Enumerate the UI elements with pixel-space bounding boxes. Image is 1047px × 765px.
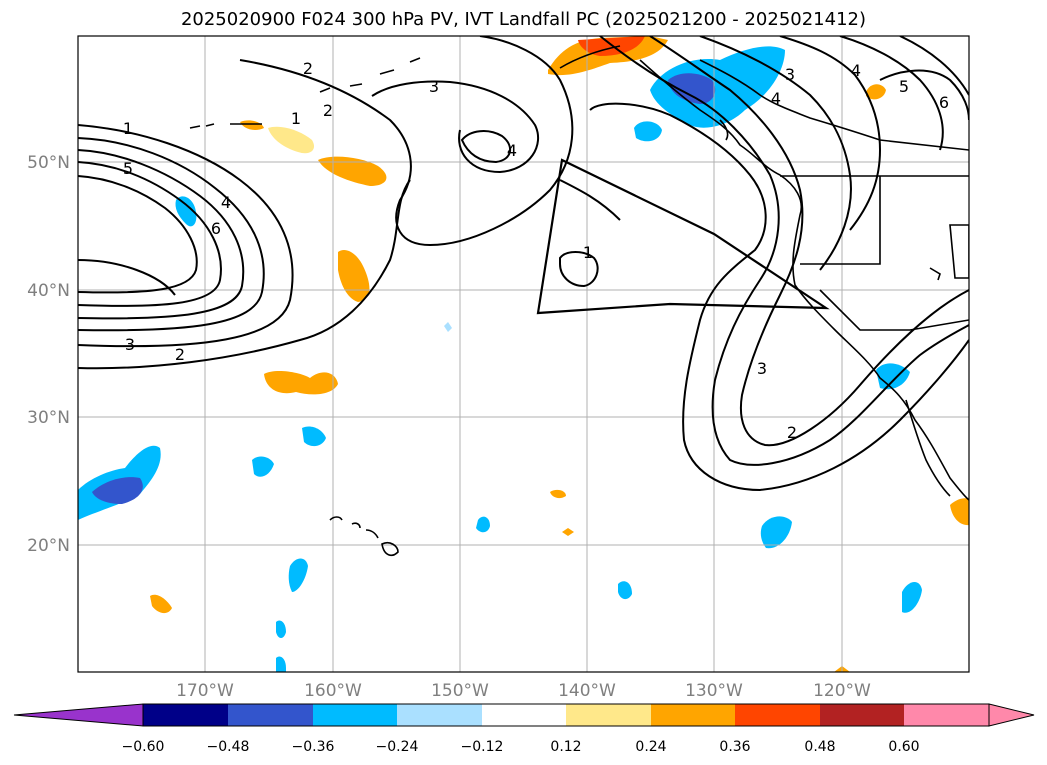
colorbar-tick-label: −0.48 xyxy=(207,739,250,755)
contour-label: 4 xyxy=(851,61,861,80)
map-title: 2025020900 F024 300 hPa PV, IVT Landfall… xyxy=(180,9,867,30)
colorbar-bin xyxy=(482,704,566,726)
contour-label: 2 xyxy=(303,59,313,78)
colorbar-bin xyxy=(651,704,735,726)
longitude-labels: 170°W 160°W 150°W 140°W 130°W 120°W xyxy=(176,681,871,701)
colorbar-tick-label: 0.60 xyxy=(888,739,919,755)
landfall-region-polygon xyxy=(536,158,830,315)
contour-label: 5 xyxy=(123,159,133,178)
colorbar: −0.60 −0.48 −0.36 −0.24 −0.12 0.12 0.24 … xyxy=(13,703,1035,755)
contour-label: 3 xyxy=(785,65,795,84)
lon-tick-label: 160°W xyxy=(304,681,362,701)
contour-labels: 1 2 3 4 5 6 1 2 3 4 1 5 3 2 4 6 3 2 4 xyxy=(123,59,949,442)
lon-tick-label: 150°W xyxy=(431,681,489,701)
colorbar-tick-label: 0.12 xyxy=(550,739,581,755)
contour-label: 1 xyxy=(291,109,301,128)
colorbar-tick-label: −0.12 xyxy=(461,739,504,755)
coastlines xyxy=(189,45,969,557)
colorbar-tick-label: 0.36 xyxy=(719,739,750,755)
colorbar-bin xyxy=(566,704,651,726)
latitude-labels: 50°N 40°N 30°N 20°N xyxy=(27,153,70,556)
lat-tick-label: 20°N xyxy=(27,536,70,556)
contour-label: 2 xyxy=(323,101,333,120)
contour-label: 2 xyxy=(175,345,185,364)
colorbar-bin xyxy=(397,704,482,726)
gridlines xyxy=(78,36,969,672)
contour-label: 4 xyxy=(771,89,781,108)
lon-tick-label: 130°W xyxy=(685,681,743,701)
lon-tick-label: 120°W xyxy=(813,681,871,701)
colorbar-tick-label: −0.36 xyxy=(292,739,335,755)
colorbar-bin xyxy=(820,704,904,726)
map-frame xyxy=(77,35,970,673)
contour-label: 6 xyxy=(939,93,949,112)
pv-contours xyxy=(78,36,969,492)
colorbar-tick-label: 0.24 xyxy=(635,739,666,755)
colorbar-bin xyxy=(904,704,989,726)
colorbar-bin xyxy=(228,704,313,726)
contour-label: 1 xyxy=(583,243,593,262)
lat-tick-label: 30°N xyxy=(27,408,70,428)
contour-label: 3 xyxy=(757,359,767,378)
contour-label: 6 xyxy=(211,219,221,238)
shade-positive-aleutian xyxy=(268,126,315,154)
contour-label: 3 xyxy=(429,77,439,96)
lon-tick-label: 140°W xyxy=(558,681,616,701)
colorbar-tick-label: 0.48 xyxy=(804,739,835,755)
lat-tick-label: 50°N xyxy=(27,153,70,173)
colorbar-bin xyxy=(313,704,397,726)
lon-tick-label: 170°W xyxy=(176,681,234,701)
contour-label: 4 xyxy=(221,193,231,212)
contour-label: 4 xyxy=(507,141,517,160)
contour-label: 2 xyxy=(787,423,797,442)
colorbar-extend-low xyxy=(13,703,144,727)
contour-label: 5 xyxy=(899,77,909,96)
shade-negative-bc-coast xyxy=(650,46,785,128)
shaded-anomalies xyxy=(78,36,969,672)
colorbar-bin xyxy=(735,704,820,726)
contour-label: 1 xyxy=(123,119,133,138)
colorbar-tick-label: −0.24 xyxy=(376,739,419,755)
colorbar-tick-label: −0.60 xyxy=(122,739,165,755)
colorbar-bin xyxy=(143,704,228,726)
colorbar-extend-high xyxy=(988,703,1035,727)
lat-tick-label: 40°N xyxy=(27,281,70,301)
contour-label: 3 xyxy=(125,335,135,354)
